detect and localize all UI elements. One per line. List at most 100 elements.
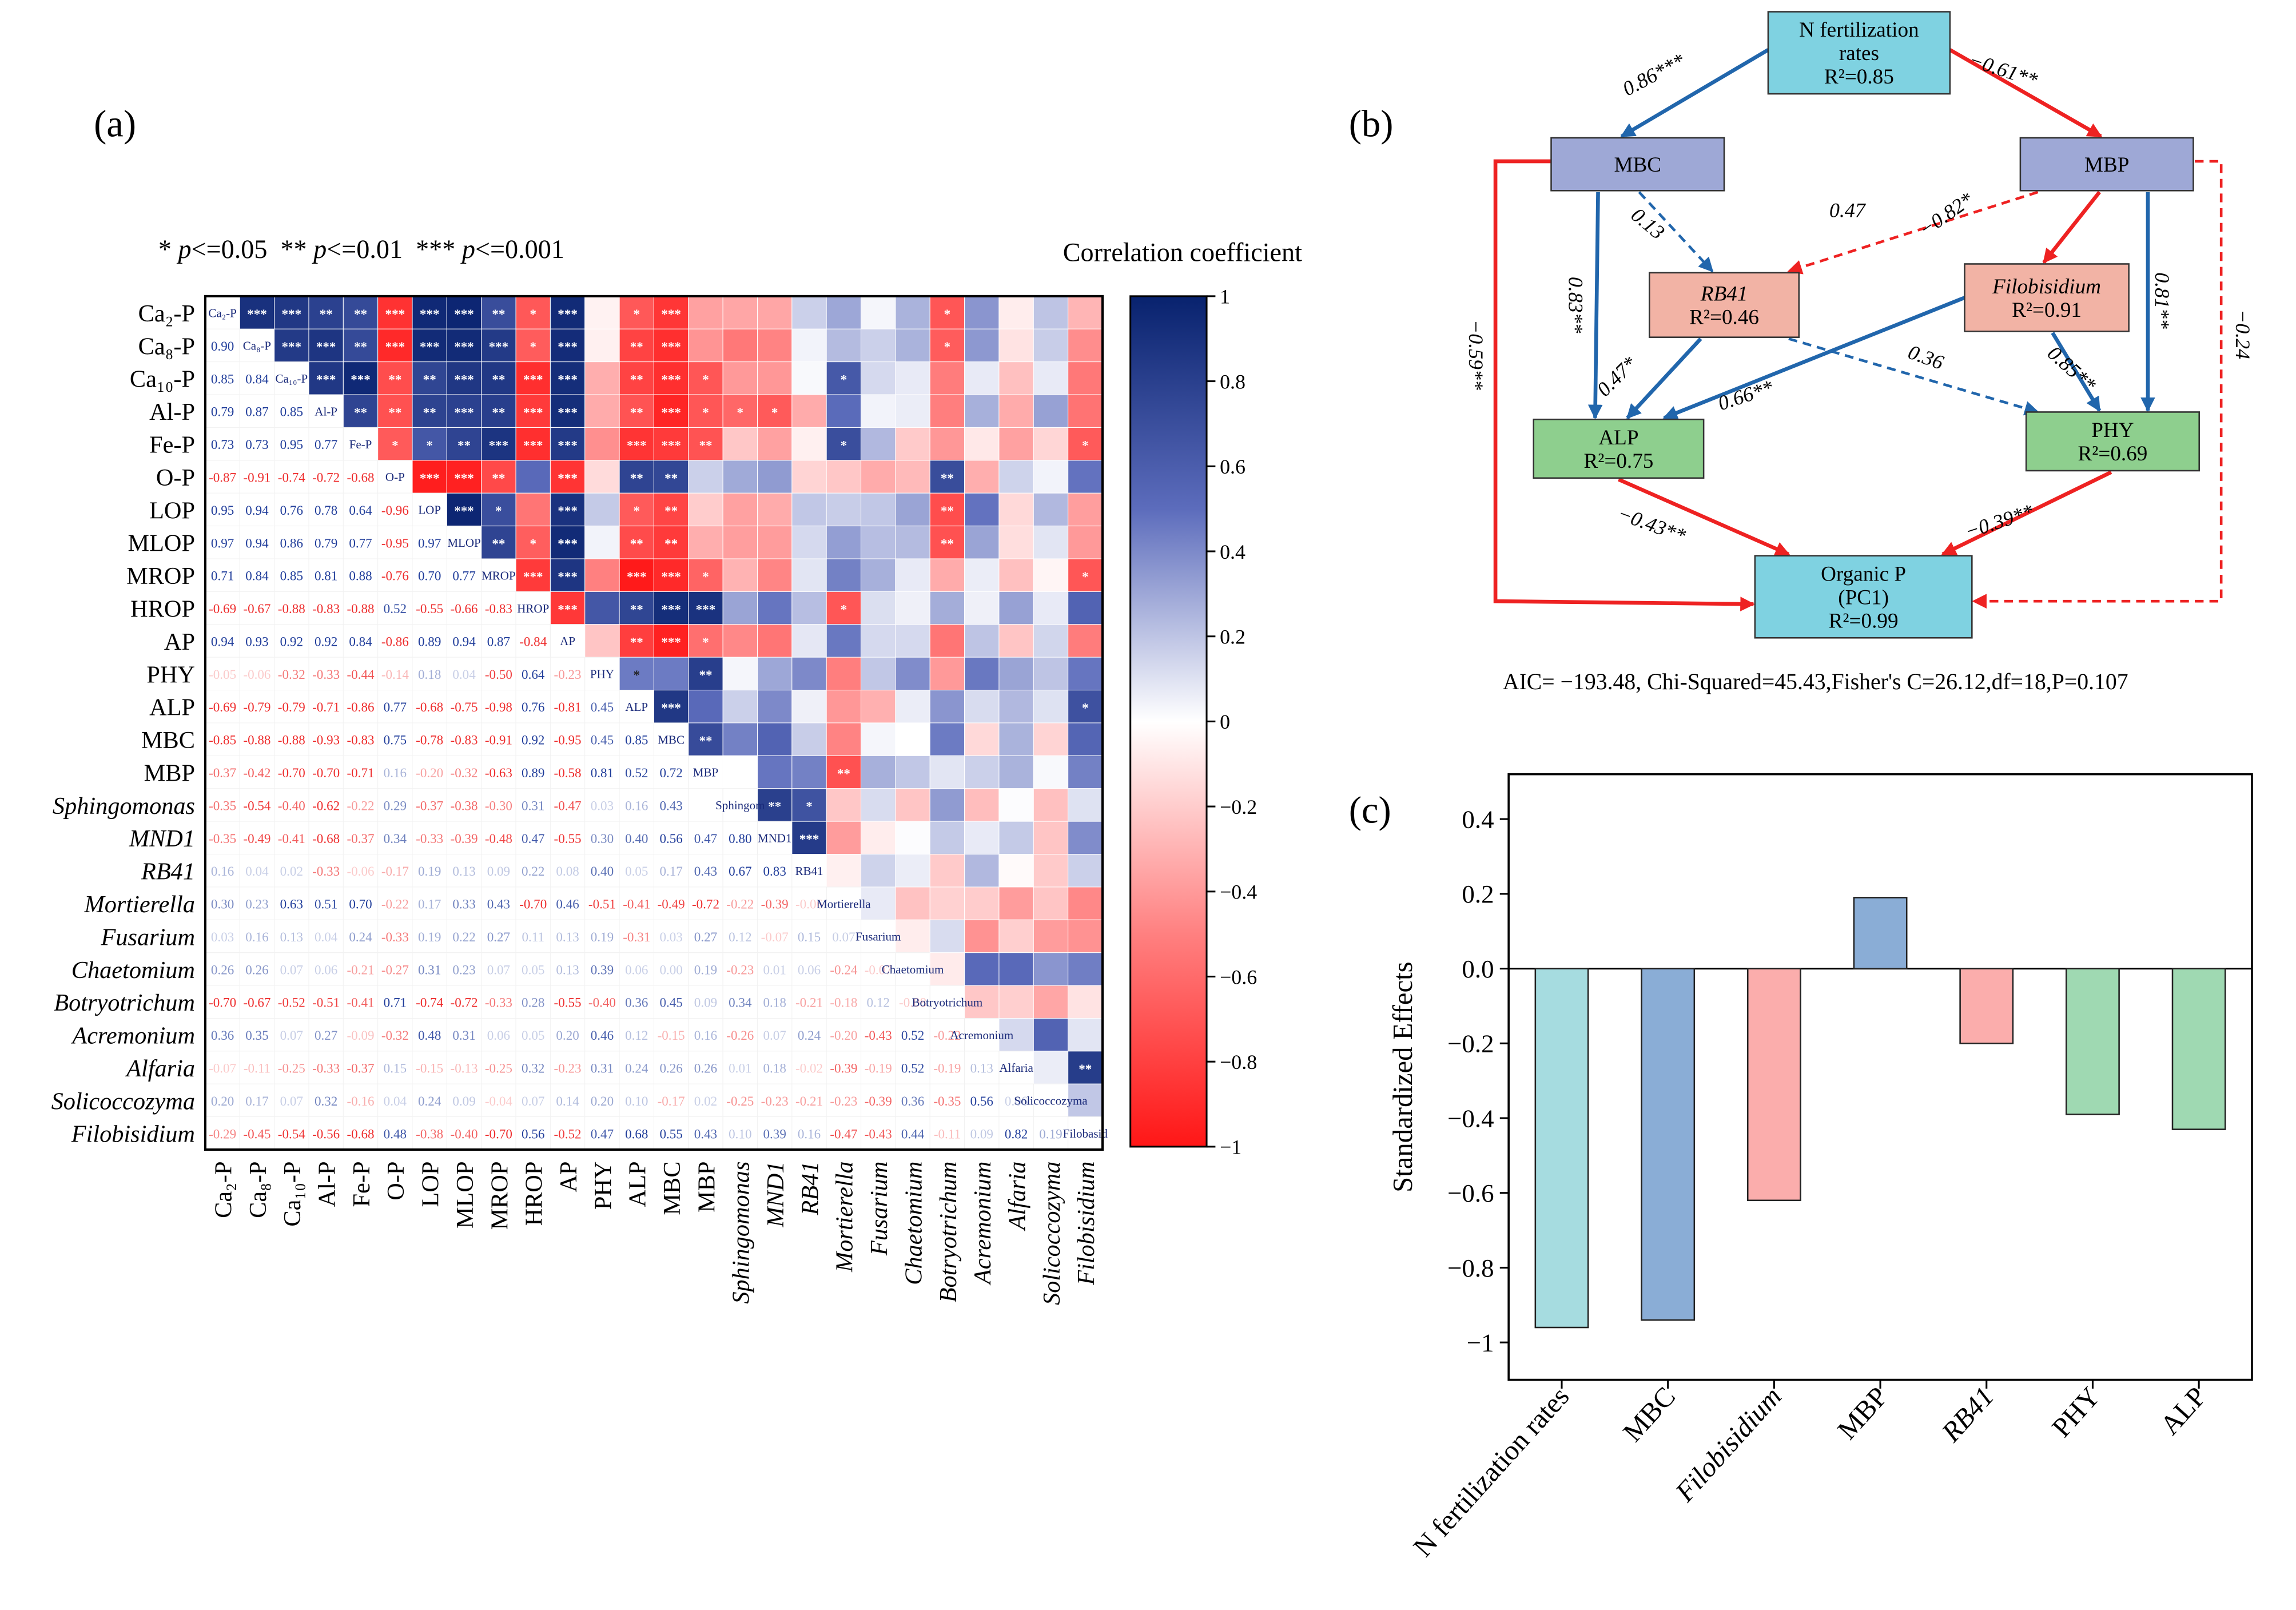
heatmap-value-label: 0.78 <box>315 503 337 518</box>
heatmap-value-label: -0.15 <box>416 1061 443 1076</box>
heatmap-value-label: 0.48 <box>384 1126 407 1141</box>
heatmap-value-label: 0.31 <box>591 1061 614 1076</box>
heatmap-value-label: -0.22 <box>381 897 409 912</box>
sig-level-2: ** p<=0.01 <box>280 234 403 264</box>
heatmap-value-cell <box>343 690 379 723</box>
heatmap-value-label: -0.79 <box>278 699 305 714</box>
heatmap-value-label: -0.69 <box>209 699 236 714</box>
heatmap-cell <box>895 361 930 395</box>
heatmap-value-label: 0.47 <box>591 1126 614 1141</box>
heatmap-value-cell <box>239 1051 275 1084</box>
heatmap-value-label: 0.07 <box>522 1094 544 1108</box>
heatmap-cell <box>757 722 793 756</box>
heatmap-cell <box>998 427 1034 461</box>
heatmap-value-cell <box>929 1116 965 1150</box>
heatmap-cell <box>619 558 654 592</box>
colorbar-tick-label: −0.6 <box>1220 965 1257 988</box>
heatmap-cell <box>757 591 793 625</box>
heatmap-significance-mark: ** <box>388 372 401 387</box>
heatmap-significance-mark: *** <box>558 307 578 321</box>
heatmap-value-cell <box>653 1083 689 1118</box>
heatmap-value-cell <box>550 952 586 986</box>
heatmap-value-cell <box>757 952 793 986</box>
colorbar-tick-label: −0.8 <box>1220 1051 1257 1074</box>
sem-path-alp-orgp <box>1618 478 1790 556</box>
heatmap-value-label: 0.06 <box>798 962 821 977</box>
heatmap-cell <box>895 558 930 592</box>
heatmap-value-cell <box>688 1083 723 1118</box>
heatmap-value-cell <box>412 624 447 658</box>
heatmap-value-label: 0.77 <box>349 535 372 550</box>
heatmap-cell <box>1033 919 1069 953</box>
heatmap-value-cell <box>274 755 309 789</box>
heatmap-cell <box>688 460 723 494</box>
heatmap-significance-mark: * <box>944 307 951 321</box>
heatmap-cell <box>722 722 758 756</box>
heatmap-cell <box>688 296 723 329</box>
sem-path-coefficient: −0.61** <box>1967 48 2040 92</box>
heatmap-significance-mark: ** <box>664 536 678 551</box>
heatmap-value-label: -0.91 <box>243 470 270 485</box>
heatmap-significance-mark: * <box>702 635 709 650</box>
heatmap-value-label: 0.13 <box>452 864 475 878</box>
heatmap-value-cell <box>653 821 689 855</box>
heatmap-cell <box>1033 526 1069 559</box>
heatmap-significance-mark: ** <box>630 536 643 551</box>
heatmap-value-label: -0.52 <box>278 995 305 1010</box>
heatmap-diagonal-label: O-P <box>385 470 405 484</box>
heatmap-value-label: 0.97 <box>211 535 234 550</box>
heatmap-value-cell <box>412 1083 447 1118</box>
heatmap-cell <box>274 328 309 363</box>
heatmap-value-cell <box>412 952 447 986</box>
heatmap-value-label: 0.44 <box>901 1126 925 1141</box>
heatmap-value-cell <box>343 919 379 953</box>
heatmap-significance-mark: ** <box>388 405 401 420</box>
heatmap-cell <box>998 919 1034 953</box>
heatmap-significance-mark: *** <box>420 307 440 321</box>
heatmap-cell <box>826 788 862 822</box>
heatmap-value-cell <box>377 1051 413 1084</box>
heatmap-cell <box>722 690 758 723</box>
sem-path-coefficient: 0.83** <box>1564 277 1587 333</box>
sem-node-label: R²=0.46 <box>1689 306 1759 329</box>
heatmap-value-label: -0.08 <box>899 995 926 1010</box>
heatmap-value-cell <box>412 591 447 625</box>
heatmap-diagonal-cell <box>343 427 379 461</box>
heatmap-cell <box>929 853 965 888</box>
heatmap-diagonal-cell <box>550 624 586 658</box>
heatmap-value-cell <box>584 887 620 920</box>
heatmap-value-label: 0.95 <box>280 437 303 452</box>
heatmap-row-label: MND1 <box>129 825 195 852</box>
heatmap-cell <box>998 690 1034 723</box>
heatmap-cell <box>550 394 586 428</box>
heatmap-value-label: 0.73 <box>211 437 234 452</box>
heatmap-cell <box>998 887 1034 920</box>
heatmap-value-cell <box>274 821 309 855</box>
heatmap-row-label: Fe-P <box>149 432 195 459</box>
heatmap-value-label: 0.02 <box>694 1094 717 1108</box>
sem-path-coefficient: 0.86*** <box>1619 49 1689 100</box>
heatmap-significance-mark: * <box>426 438 433 452</box>
heatmap-value-cell <box>481 821 516 855</box>
heatmap-cell <box>826 624 862 658</box>
heatmap-cell <box>791 624 827 658</box>
heatmap-value-label: 0.76 <box>280 503 303 518</box>
heatmap-value-label: -0.32 <box>381 1028 409 1043</box>
heatmap-cell <box>1068 427 1103 461</box>
bar-filobisidium <box>1746 968 1801 1202</box>
heatmap-value-label: 0.07 <box>280 1094 303 1108</box>
heatmap-cell <box>584 492 620 527</box>
heatmap-row-label: Acremonium <box>70 1023 195 1050</box>
heatmap-value-label: -0.23 <box>726 962 754 977</box>
heatmap-column-label: Ca₁₀-P <box>279 1162 306 1227</box>
heatmap-value-label: 0.64 <box>522 667 545 682</box>
heatmap-value-label: -0.71 <box>347 765 374 780</box>
heatmap-value-label: 0.94 <box>452 634 476 649</box>
heatmap-significance-mark: ** <box>457 438 471 452</box>
heatmap-cell <box>929 887 965 920</box>
colorbar-title: Correlation coefficient <box>1063 237 1302 267</box>
heatmap-significance-mark: ** <box>630 405 643 420</box>
heatmap-value-cell <box>377 821 413 855</box>
heatmap-column-label: Botryotrichum <box>935 1162 962 1303</box>
heatmap-cell <box>1068 361 1103 395</box>
